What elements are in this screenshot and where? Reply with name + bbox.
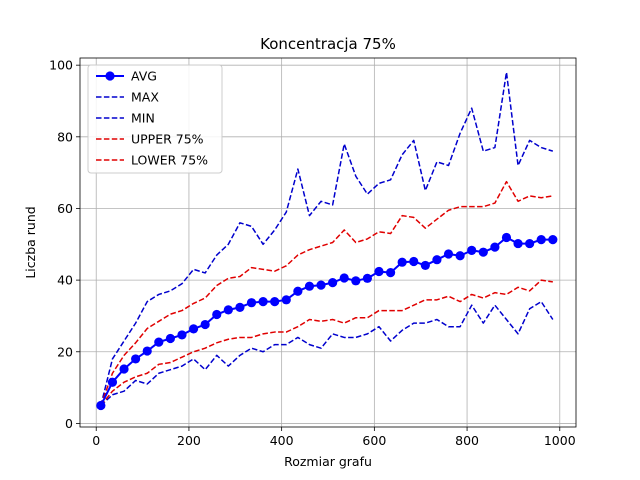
legend-box (87, 64, 223, 174)
data-point-avg (154, 337, 164, 347)
y-tick-label: 40 (57, 273, 73, 288)
y-tick-label: 0 (65, 416, 73, 431)
legend-label-max: MAX (131, 90, 159, 105)
plot-frame (79, 57, 577, 428)
y-tick-label: 80 (57, 129, 73, 144)
data-point-avg (177, 330, 187, 340)
data-point-avg (188, 324, 199, 334)
data-point-avg (536, 235, 546, 245)
x-tick-label: 600 (362, 433, 386, 448)
y-tick-label: 60 (57, 201, 73, 216)
data-point-avg (281, 295, 291, 305)
data-point-avg (548, 235, 558, 245)
data-point-avg (339, 273, 349, 283)
data-point-avg (142, 346, 152, 356)
x-axis-label: Rozmiar grafu (284, 454, 372, 469)
legend-label-lower-75: LOWER 75% (131, 153, 208, 168)
data-point-avg (351, 276, 361, 286)
x-tick-label: 200 (177, 433, 201, 448)
data-point-avg (107, 377, 118, 387)
x-tick-label: 400 (270, 433, 294, 448)
data-point-avg (443, 249, 454, 259)
data-point-avg (525, 238, 535, 249)
legend-marker-avg (105, 71, 115, 81)
data-point-avg (316, 280, 326, 290)
x-tick-label: 0 (92, 433, 100, 448)
data-point-avg (246, 298, 257, 308)
data-point-avg (328, 278, 338, 288)
data-point-avg (131, 354, 141, 364)
x-tick-label: 800 (455, 433, 479, 448)
data-point-avg (212, 309, 222, 320)
data-point-avg (513, 238, 523, 249)
legend: AVG MAX MIN UPPER 75% LOWER 75% (87, 64, 223, 174)
y-tick-label: 20 (57, 344, 73, 359)
data-point-avg (432, 255, 442, 265)
data-point-avg (455, 251, 465, 261)
data-point-avg (223, 305, 233, 315)
chart-title: Koncentracja 75% (260, 35, 396, 53)
data-point-avg (96, 400, 106, 411)
legend-label-avg: AVG (131, 69, 157, 84)
series-line-lower-75 (100, 279, 553, 406)
y-axis-label: Liczba rund (23, 206, 38, 278)
data-point-avg (293, 286, 303, 296)
axis-ticks: 0 200 400 600 800 1000 0 20 40 60 80 100 (49, 58, 576, 448)
data-point-avg (235, 302, 245, 312)
data-point-avg (258, 297, 268, 307)
series-line-avg (99, 236, 553, 406)
series-line-max (100, 71, 554, 406)
data-point-avg (165, 333, 175, 344)
data-point-avg (304, 281, 315, 291)
data-point-avg (467, 245, 477, 255)
data-point-avg (397, 257, 407, 267)
data-point-avg (362, 273, 373, 283)
data-point-avg (270, 297, 280, 307)
series-line-upper-75 (100, 180, 553, 406)
data-point-avg (200, 319, 210, 330)
data-point-avg (478, 247, 488, 257)
plot-series (96, 71, 558, 411)
grid (80, 58, 576, 427)
x-tick-label: 1000 (544, 433, 576, 448)
series-line-min (100, 300, 554, 407)
data-point-avg (420, 260, 430, 271)
legend-label-min: MIN (131, 111, 155, 126)
data-point-avg (409, 256, 419, 267)
y-tick-label: 100 (49, 58, 73, 73)
data-point-avg (119, 364, 129, 374)
data-point-avg (374, 266, 384, 277)
data-point-avg (385, 267, 396, 278)
data-point-avg (490, 242, 500, 252)
data-point-avg (501, 232, 512, 243)
legend-label-upper-75: UPPER 75% (131, 132, 204, 147)
